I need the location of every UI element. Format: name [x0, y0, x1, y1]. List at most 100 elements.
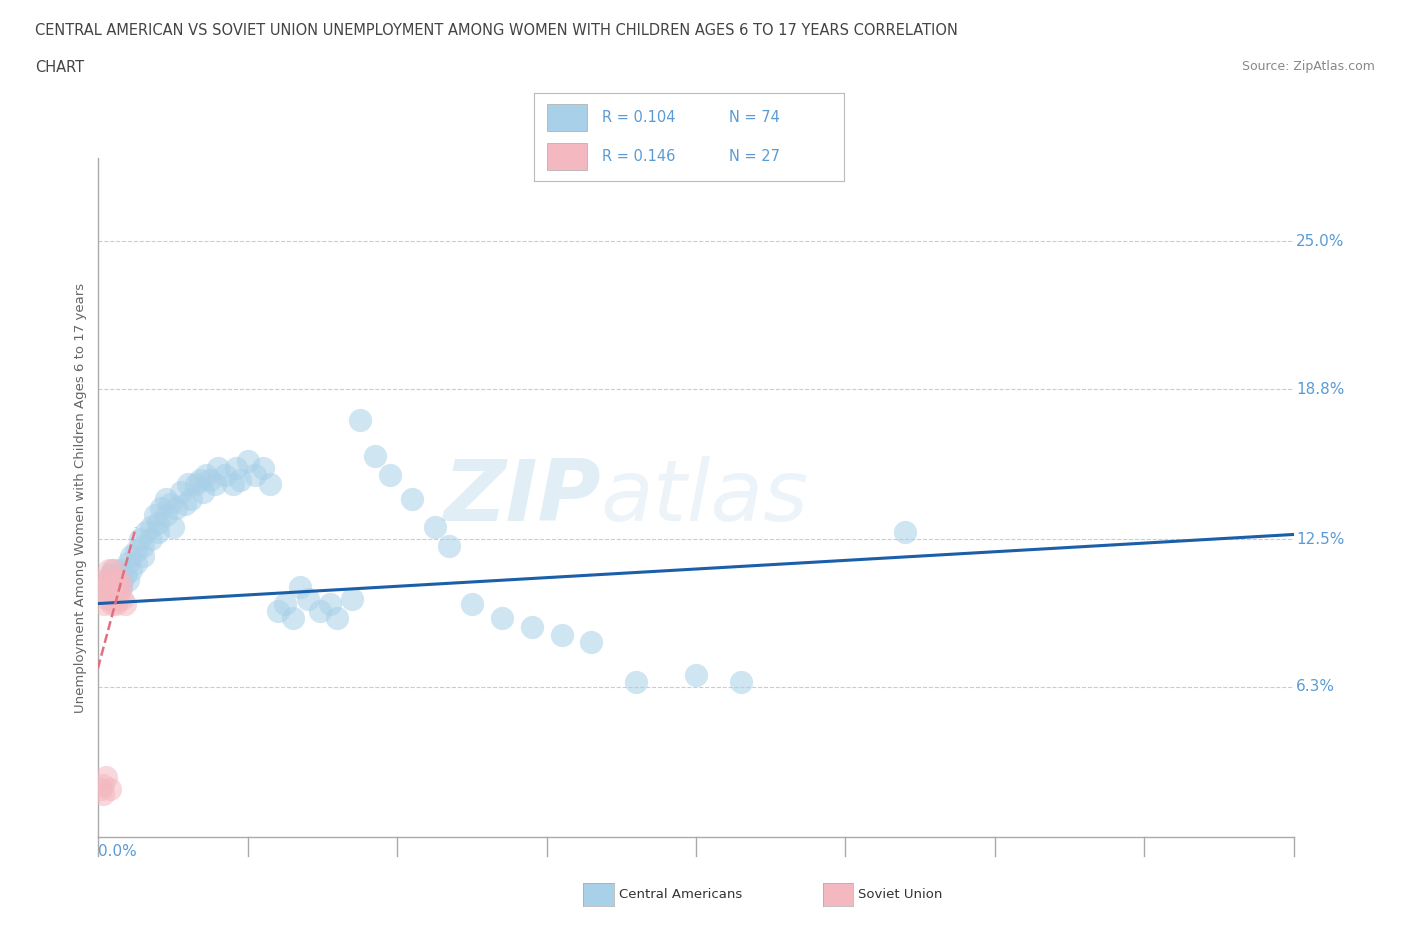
Point [110, 579, 132, 594]
Point [174, 496, 197, 511]
Point [103, 572, 125, 587]
Point [165, 501, 187, 516]
Point [194, 468, 218, 483]
Point [326, 610, 349, 625]
Point [229, 472, 252, 487]
Point [169, 485, 191, 499]
Point [177, 477, 200, 492]
Bar [547, 143, 586, 170]
Point [236, 453, 259, 468]
Text: CENTRAL AMERICAN VS SOVIET UNION UNEMPLOYMENT AMONG WOMEN WITH CHILDREN AGES 6 T: CENTRAL AMERICAN VS SOVIET UNION UNEMPLO… [35, 23, 957, 38]
Point [111, 591, 134, 606]
Point [132, 549, 155, 564]
Text: Soviet Union: Soviet Union [858, 888, 942, 901]
Point [423, 520, 446, 535]
Point [101, 579, 124, 594]
Point [252, 460, 274, 475]
Point [104, 591, 127, 606]
Point [139, 520, 162, 535]
Point [222, 477, 245, 492]
Point [114, 596, 136, 611]
Text: atlas: atlas [600, 456, 808, 539]
Text: 25.0%: 25.0% [1296, 234, 1344, 249]
Point [288, 579, 311, 594]
Point [162, 520, 184, 535]
Point [308, 604, 330, 618]
Point [150, 501, 173, 516]
Text: N = 27: N = 27 [730, 149, 780, 164]
Text: Central Americans: Central Americans [619, 888, 742, 901]
Point [103, 572, 125, 587]
Text: R = 0.104: R = 0.104 [602, 111, 676, 126]
Point [461, 596, 484, 611]
Point [120, 549, 142, 564]
Point [342, 591, 364, 606]
Bar [547, 104, 586, 131]
Point [96, 579, 118, 594]
Point [101, 596, 124, 611]
Point [685, 668, 707, 683]
Point [267, 604, 290, 618]
Point [200, 472, 222, 487]
Point [91, 787, 114, 802]
Point [108, 572, 131, 587]
Point [204, 477, 226, 492]
Point [111, 572, 134, 587]
Point [520, 620, 543, 635]
Point [129, 532, 152, 547]
Point [93, 596, 115, 611]
Point [132, 539, 155, 554]
Point [97, 563, 120, 578]
Point [107, 591, 129, 606]
Point [148, 515, 170, 530]
Point [94, 579, 117, 594]
Point [94, 572, 117, 587]
Point [97, 572, 120, 587]
Point [98, 567, 122, 582]
Point [125, 555, 148, 570]
Point [103, 563, 125, 578]
Point [98, 591, 122, 606]
Point [91, 777, 114, 792]
Point [155, 508, 177, 523]
Text: 18.8%: 18.8% [1296, 381, 1344, 397]
Point [281, 610, 304, 625]
Point [125, 544, 148, 559]
Point [349, 413, 371, 428]
Point [245, 468, 267, 483]
Point [550, 627, 572, 642]
Point [105, 579, 128, 594]
Point [120, 563, 142, 578]
Point [378, 468, 401, 483]
Point [117, 572, 139, 587]
Text: ZIP: ZIP [443, 456, 600, 539]
Point [114, 567, 136, 582]
Point [259, 477, 281, 492]
Point [148, 525, 170, 539]
Point [297, 591, 319, 606]
Text: R = 0.146: R = 0.146 [602, 149, 676, 164]
Point [581, 634, 603, 649]
Point [191, 485, 214, 499]
Point [110, 579, 132, 594]
Text: 12.5%: 12.5% [1296, 532, 1344, 547]
Point [214, 468, 236, 483]
Point [139, 532, 162, 547]
Point [319, 596, 342, 611]
Y-axis label: Unemployment Among Women with Children Ages 6 to 17 years: Unemployment Among Women with Children A… [75, 283, 87, 712]
Point [155, 491, 177, 506]
Point [184, 477, 207, 492]
Point [110, 563, 132, 578]
Text: CHART: CHART [35, 60, 84, 75]
Point [274, 596, 297, 611]
Point [96, 591, 118, 606]
Point [117, 555, 139, 570]
Point [159, 496, 181, 511]
Point [364, 448, 387, 463]
Point [98, 782, 122, 797]
Point [143, 508, 166, 523]
Point [103, 563, 125, 578]
Point [401, 491, 423, 506]
Point [105, 596, 128, 611]
Point [624, 675, 647, 690]
